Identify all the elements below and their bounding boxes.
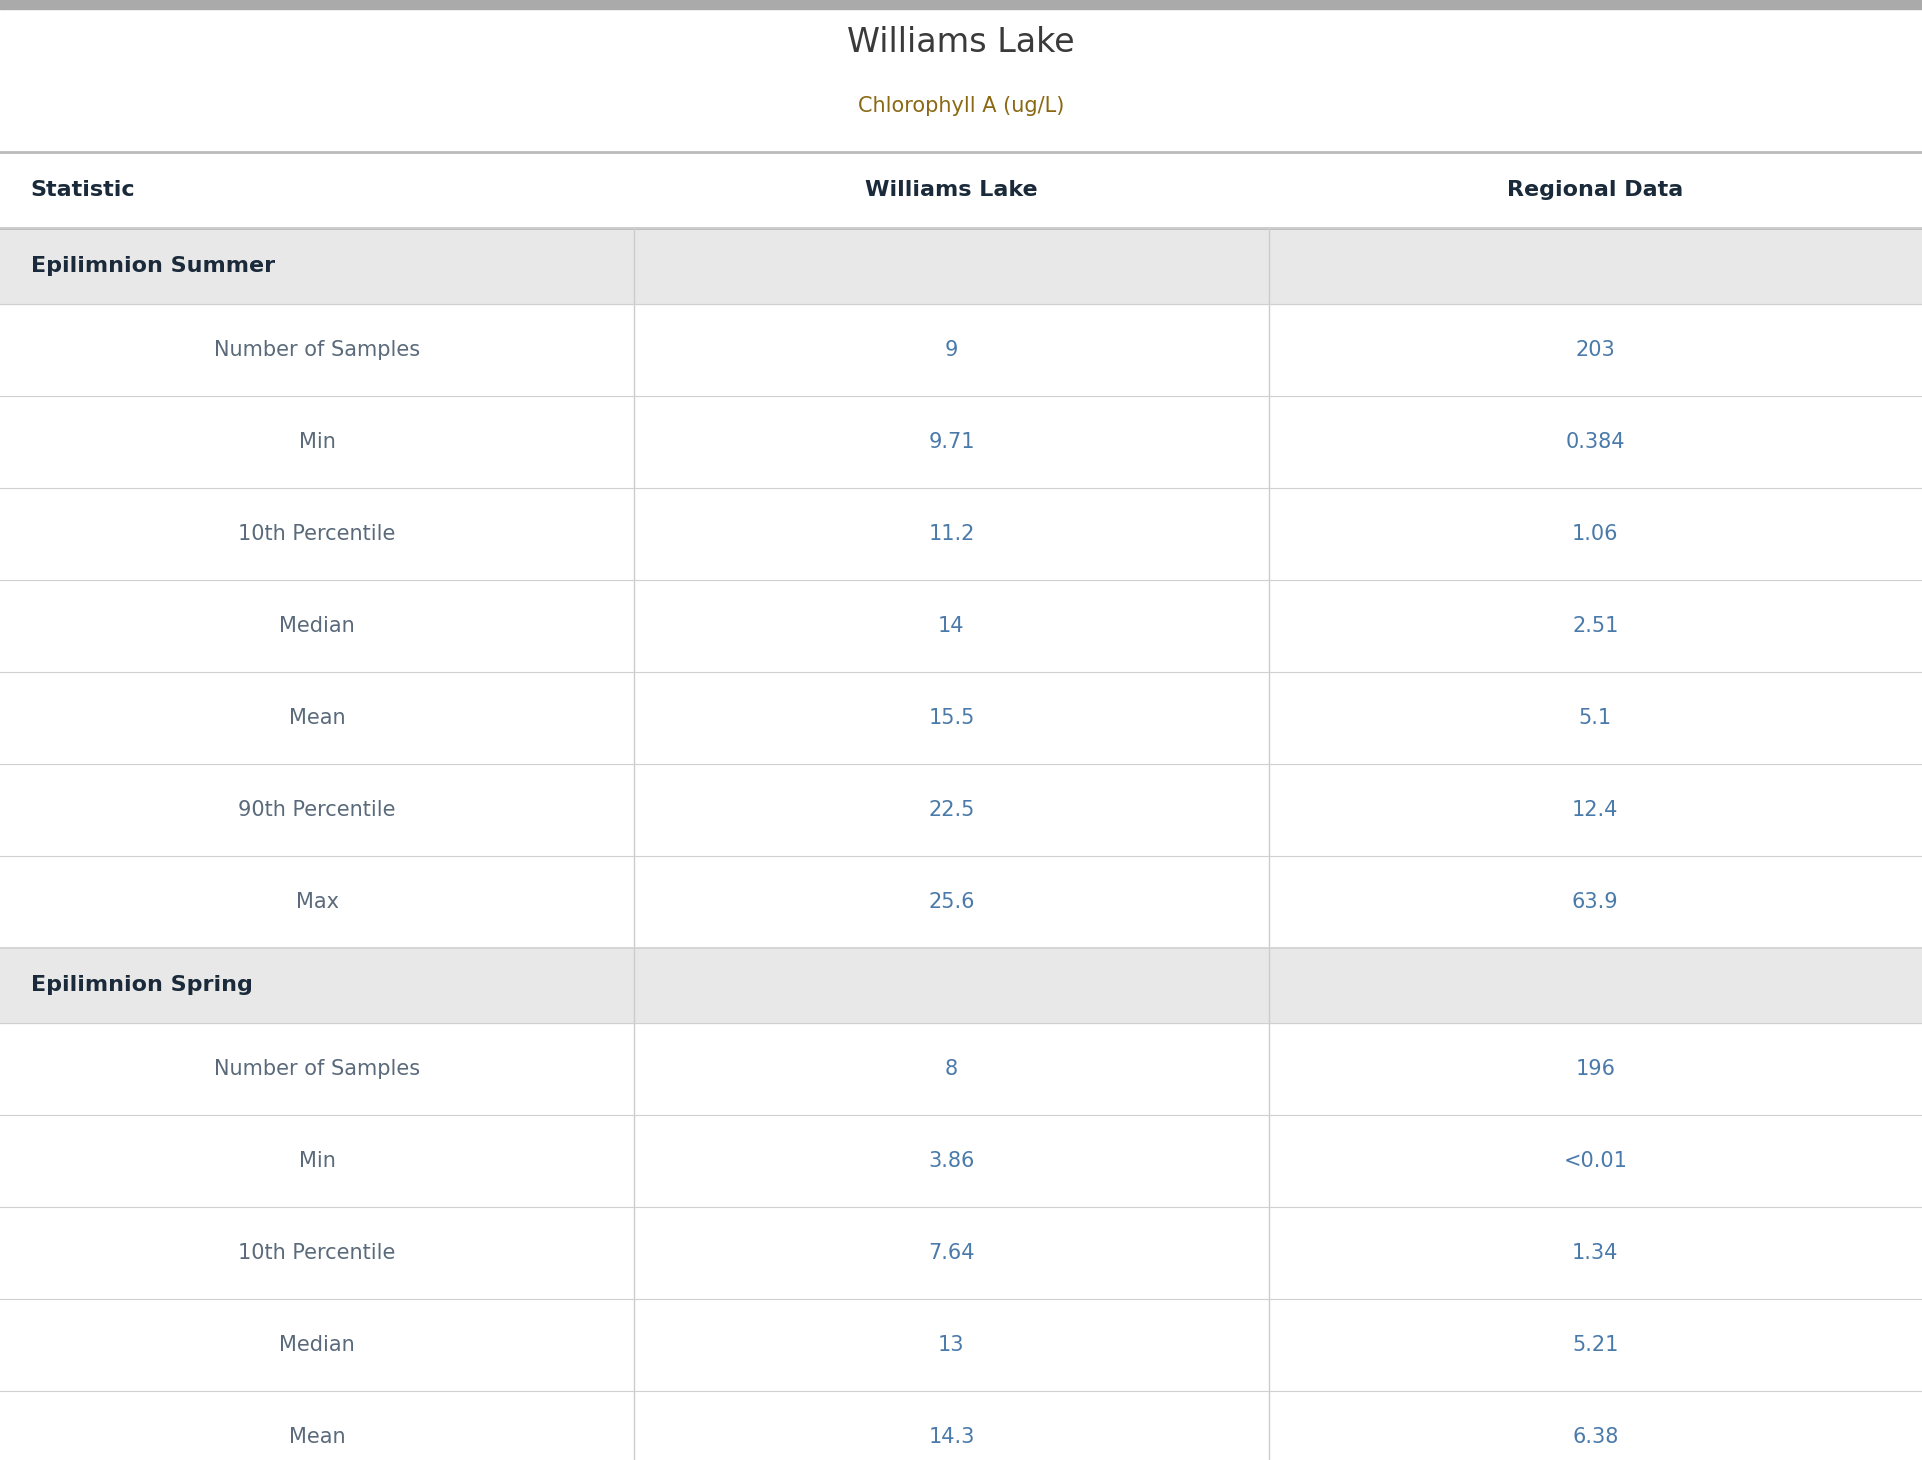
- Text: 3.86: 3.86: [928, 1152, 974, 1171]
- Text: 6.38: 6.38: [1572, 1428, 1618, 1447]
- Text: Number of Samples: Number of Samples: [213, 1060, 421, 1079]
- Text: 7.64: 7.64: [928, 1244, 974, 1263]
- Text: Max: Max: [296, 892, 338, 911]
- Text: 9.71: 9.71: [928, 432, 974, 451]
- Bar: [0, 948, 1922, 1023]
- Text: Epilimnion Spring: Epilimnion Spring: [31, 975, 252, 996]
- Text: Statistic: Statistic: [31, 180, 135, 200]
- Text: 1.34: 1.34: [1572, 1244, 1618, 1263]
- Text: 25.6: 25.6: [928, 892, 974, 911]
- Text: 63.9: 63.9: [1572, 892, 1618, 911]
- Text: 8: 8: [946, 1060, 957, 1079]
- Text: Median: Median: [279, 1336, 356, 1355]
- Text: Number of Samples: Number of Samples: [213, 340, 421, 359]
- Text: 9: 9: [946, 340, 957, 359]
- Text: 14: 14: [938, 616, 965, 635]
- Text: Median: Median: [279, 616, 356, 635]
- Text: 196: 196: [1576, 1060, 1614, 1079]
- Text: 10th Percentile: 10th Percentile: [238, 524, 396, 543]
- Text: 12.4: 12.4: [1572, 800, 1618, 819]
- Text: Mean: Mean: [288, 1428, 346, 1447]
- Text: Min: Min: [298, 432, 336, 451]
- Text: 90th Percentile: 90th Percentile: [238, 800, 396, 819]
- Text: <0.01: <0.01: [1563, 1152, 1628, 1171]
- Text: Williams Lake: Williams Lake: [865, 180, 1038, 200]
- Text: 13: 13: [938, 1336, 965, 1355]
- Text: 10th Percentile: 10th Percentile: [238, 1244, 396, 1263]
- Text: 2.51: 2.51: [1572, 616, 1618, 635]
- Text: Chlorophyll A (ug/L): Chlorophyll A (ug/L): [857, 96, 1065, 117]
- Text: Williams Lake: Williams Lake: [848, 26, 1074, 60]
- Text: 22.5: 22.5: [928, 800, 974, 819]
- Text: Regional Data: Regional Data: [1507, 180, 1684, 200]
- Text: Mean: Mean: [288, 708, 346, 727]
- Text: 15.5: 15.5: [928, 708, 974, 727]
- Bar: [0, 0, 1922, 9]
- Bar: [0, 228, 1922, 304]
- Text: 203: 203: [1576, 340, 1614, 359]
- Text: Min: Min: [298, 1152, 336, 1171]
- Text: 11.2: 11.2: [928, 524, 974, 543]
- Text: 5.21: 5.21: [1572, 1336, 1618, 1355]
- Text: 1.06: 1.06: [1572, 524, 1618, 543]
- Text: 0.384: 0.384: [1566, 432, 1624, 451]
- Text: 14.3: 14.3: [928, 1428, 974, 1447]
- Text: 5.1: 5.1: [1578, 708, 1613, 727]
- Text: Epilimnion Summer: Epilimnion Summer: [31, 255, 275, 276]
